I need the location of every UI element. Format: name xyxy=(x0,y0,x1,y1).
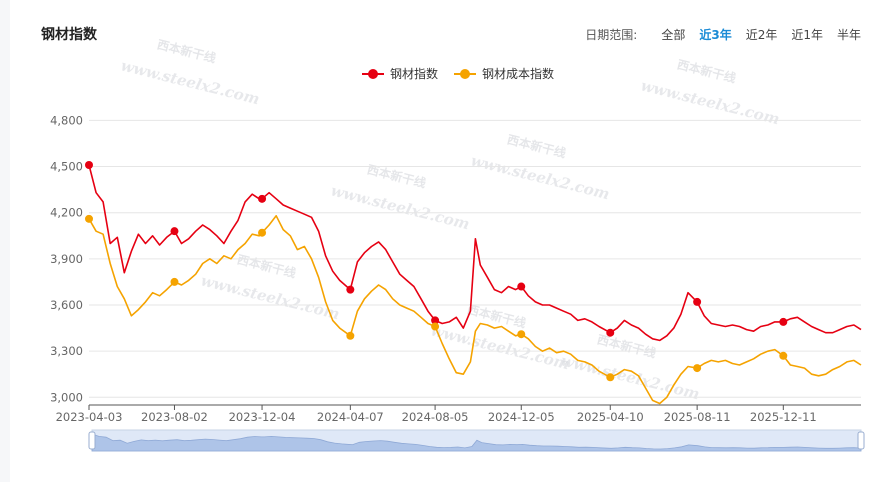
y-tick-label: 4,200 xyxy=(50,206,83,220)
x-tick-label: 2025-08-11 xyxy=(664,410,731,424)
legend-item-0[interactable]: 钢材指数 xyxy=(362,66,438,81)
series-marker-1[interactable] xyxy=(606,373,615,382)
series-marker-1[interactable] xyxy=(779,351,788,360)
date-range-option-1[interactable]: 近3年 xyxy=(699,28,732,42)
series-marker-1[interactable] xyxy=(258,228,267,237)
page-title: 钢材指数 xyxy=(41,27,97,43)
y-tick-label: 3,300 xyxy=(50,344,83,358)
legend-swatch-dot xyxy=(460,69,470,79)
left-gutter xyxy=(0,0,10,482)
date-range-label: 日期范围: xyxy=(585,28,638,42)
x-tick-label: 2023-04-03 xyxy=(56,410,123,424)
x-tick-label: 2024-08-05 xyxy=(402,410,469,424)
series-marker-0[interactable] xyxy=(779,317,788,326)
date-range-selector: 日期范围: 全部 近3年 近2年 近1年 半年 xyxy=(585,26,861,43)
series-marker-0[interactable] xyxy=(346,285,355,294)
x-tick-label: 2024-04-07 xyxy=(317,410,384,424)
series-marker-0[interactable] xyxy=(693,297,702,306)
series-marker-1[interactable] xyxy=(170,277,179,286)
legend: 钢材指数 钢材成本指数 xyxy=(362,66,554,81)
series-marker-0[interactable] xyxy=(606,328,615,337)
date-range-option-3[interactable]: 近1年 xyxy=(791,28,823,42)
series-marker-1[interactable] xyxy=(346,331,355,340)
y-tick-label: 3,000 xyxy=(50,390,83,404)
series-marker-0[interactable] xyxy=(517,282,526,291)
x-tick-label: 2024-12-05 xyxy=(488,410,555,424)
series-line-1[interactable] xyxy=(88,215,862,405)
legend-swatch-dot xyxy=(368,69,378,79)
watermark-url: www.steelx2.com xyxy=(429,321,571,373)
zoom-handle-right[interactable] xyxy=(857,431,865,450)
y-tick-label: 4,800 xyxy=(50,113,83,127)
x-tick-label: 2023-08-02 xyxy=(141,410,208,424)
watermark-brand: 西本新干线 xyxy=(466,302,528,331)
series-marker-0[interactable] xyxy=(258,194,267,203)
watermark-url: www.steelx2.com xyxy=(559,351,701,403)
series-line-0[interactable] xyxy=(88,164,862,342)
y-tick-label: 3,600 xyxy=(50,298,83,312)
legend-label: 钢材指数 xyxy=(390,66,438,81)
legend-label: 钢材成本指数 xyxy=(482,66,554,81)
x-tick-label: 2023-12-04 xyxy=(229,410,296,424)
data-zoom-slider[interactable] xyxy=(88,429,865,452)
zoom-handle-left[interactable] xyxy=(88,431,96,450)
series-marker-1[interactable] xyxy=(693,364,702,373)
y-tick-label: 3,900 xyxy=(50,252,83,266)
x-tick-label: 2025-12-11 xyxy=(750,410,817,424)
watermark-layer: www.steelx2.com西本新干线www.steelx2.com西本新干线… xyxy=(119,37,781,404)
series-marker-1[interactable] xyxy=(517,330,526,339)
series-marker-1[interactable] xyxy=(431,322,440,331)
watermark-url: www.steelx2.com xyxy=(469,151,611,203)
watermark-url: www.steelx2.com xyxy=(199,271,341,323)
date-range-options: 全部 近3年 近2年 近1年 半年 xyxy=(647,26,861,43)
watermark-url: www.steelx2.com xyxy=(329,181,471,233)
date-range-option-0[interactable]: 全部 xyxy=(661,28,686,42)
y-tick-label: 4,500 xyxy=(50,160,83,174)
watermark-brand: 西本新干线 xyxy=(506,132,568,161)
watermark-brand: 西本新干线 xyxy=(236,252,298,281)
watermark-brand: 西本新干线 xyxy=(366,162,428,191)
series-marker-0[interactable] xyxy=(170,227,179,236)
series-marker-0[interactable] xyxy=(85,161,93,169)
watermark-brand: 西本新干线 xyxy=(156,37,218,66)
series-marker-1[interactable] xyxy=(85,214,93,223)
legend-item-1[interactable]: 钢材成本指数 xyxy=(454,66,554,81)
watermark-url: www.steelx2.com xyxy=(119,56,261,108)
date-range-option-2[interactable]: 近2年 xyxy=(745,28,778,42)
x-tick-label: 2025-04-10 xyxy=(577,410,644,424)
zoom-preview-area xyxy=(91,433,862,452)
date-range-option-4[interactable]: 半年 xyxy=(836,28,861,42)
watermark-brand: 西本新干线 xyxy=(676,57,738,86)
series-marker-0[interactable] xyxy=(431,316,440,325)
